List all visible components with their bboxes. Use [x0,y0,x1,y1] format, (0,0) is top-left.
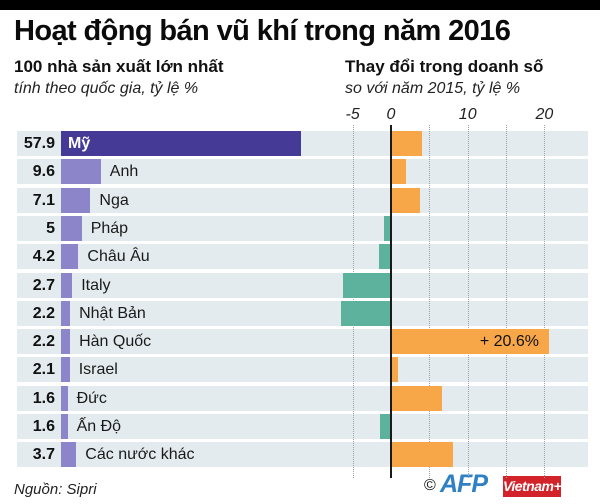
axis-gridline [429,125,431,478]
chart-row: 1.6 Đức [17,386,588,411]
axis-gridline [506,125,508,478]
share-bar [61,357,70,382]
share-bar [61,159,101,184]
chart-row: 2.2 Hàn Quốc + 20.6% [17,329,588,354]
share-value-label: 1.6 [32,418,55,435]
chart-row: 4.2 Châu Âu [17,244,588,269]
share-value-label: 2.1 [32,361,55,378]
axis-tick-label: 0 [386,106,396,123]
left-subtitle-bold: 100 nhà sản xuất lớn nhất [14,57,224,76]
share-bar [61,273,73,298]
change-bar [391,386,442,411]
change-bar [342,273,391,298]
country-label: Hàn Quốc [79,333,152,350]
zero-axis-line [390,125,392,478]
axis-tick-label: 20 [535,106,554,123]
share-bar [61,442,77,467]
change-bar [341,301,391,326]
country-label: Nga [99,192,129,209]
vietnamplus-logo: Vietnam+ [503,476,562,497]
axis-tick-label: 10 [458,106,477,123]
chart-row: 57.9 Mỹ [17,131,588,156]
share-value-label: 2.2 [32,333,55,350]
change-bar [391,188,421,213]
right-subtitle-bold: Thay đổi trong doanh số [345,57,544,76]
share-value-label: 2.7 [32,277,55,294]
chart-row: 2.1 Israel [17,357,588,382]
share-value-label: 7.1 [32,192,55,209]
change-bar [391,329,549,354]
share-value-label: 5 [46,220,55,237]
share-bar [61,244,79,269]
share-bar [61,329,71,354]
chart-row: 9.6 Anh [17,159,588,184]
chart-row: 5 Pháp [17,216,588,241]
country-label: Đức [76,390,107,407]
change-bar [391,442,454,467]
share-value-label: 2.2 [32,305,55,322]
share-value-label: 4.2 [32,248,55,265]
change-bar [380,414,391,439]
left-subtitle-italic: tính theo quốc gia, tỷ lệ % [14,80,199,97]
country-label: Nhật Bản [79,305,146,322]
share-bar [61,301,71,326]
change-bar [391,131,422,156]
share-bar [61,386,68,411]
chart-row: 2.2 Nhật Bản [17,301,588,326]
country-label: Anh [109,163,139,180]
change-bar [378,244,391,269]
share-value-label: 9.6 [32,163,55,180]
share-value-label: 57.9 [23,135,55,152]
change-value-label: + 20.6% [479,333,539,350]
axis-tick-label: -5 [345,106,360,123]
share-bar [61,188,91,213]
share-bar [61,131,301,156]
source-label: Nguồn: Sipri [14,481,97,498]
share-value-label: 3.7 [32,446,55,463]
country-label: Mỹ [68,135,91,152]
change-bar [391,159,407,184]
afp-logo: AFP [440,470,488,498]
chart-row: 1.6 Ấn Độ [17,414,588,439]
chart-row: 2.7 Italy [17,273,588,298]
country-label: Châu Âu [87,248,150,265]
share-bar [61,414,68,439]
country-label: Ấn Độ [76,418,122,435]
axis-gridline [467,125,469,478]
change-bar [384,216,391,241]
country-label: Italy [81,277,111,294]
chart-row: 3.7 Các nước khác [17,442,588,467]
axis-gridline [544,125,546,478]
share-value-label: 1.6 [32,390,55,407]
chart-row: 7.1 Nga [17,188,588,213]
top-black-bar [0,0,600,10]
page-title: Hoạt động bán vũ khí trong năm 2016 [14,15,511,47]
country-label: Israel [78,361,118,378]
copyright-symbol: © [424,477,436,494]
country-label: Các nước khác [85,446,195,463]
change-bar [391,357,398,382]
share-bar [61,216,82,241]
country-label: Pháp [90,220,129,237]
right-subtitle-italic: so với năm 2015, tỷ lệ % [345,80,521,97]
